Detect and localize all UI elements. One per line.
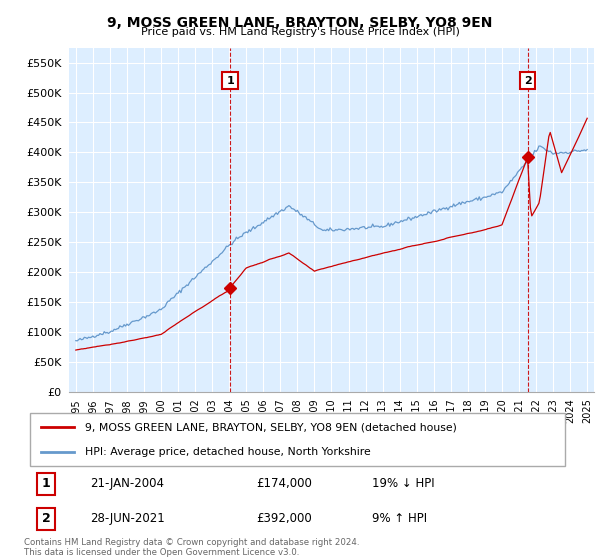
Text: 9, MOSS GREEN LANE, BRAYTON, SELBY, YO8 9EN: 9, MOSS GREEN LANE, BRAYTON, SELBY, YO8 … — [107, 16, 493, 30]
Text: Price paid vs. HM Land Registry's House Price Index (HPI): Price paid vs. HM Land Registry's House … — [140, 27, 460, 37]
Text: 1: 1 — [42, 477, 50, 491]
Text: 1: 1 — [226, 76, 234, 86]
Text: 21-JAN-2004: 21-JAN-2004 — [90, 477, 164, 491]
Text: 9% ↑ HPI: 9% ↑ HPI — [372, 512, 427, 525]
Text: Contains HM Land Registry data © Crown copyright and database right 2024.
This d: Contains HM Land Registry data © Crown c… — [24, 538, 359, 557]
Text: 28-JUN-2021: 28-JUN-2021 — [90, 512, 165, 525]
Text: 9, MOSS GREEN LANE, BRAYTON, SELBY, YO8 9EN (detached house): 9, MOSS GREEN LANE, BRAYTON, SELBY, YO8 … — [85, 422, 457, 432]
Text: £174,000: £174,000 — [256, 477, 312, 491]
Text: HPI: Average price, detached house, North Yorkshire: HPI: Average price, detached house, Nort… — [85, 447, 370, 457]
Text: 19% ↓ HPI: 19% ↓ HPI — [372, 477, 434, 491]
FancyBboxPatch shape — [29, 413, 565, 466]
Text: £392,000: £392,000 — [256, 512, 311, 525]
Text: 2: 2 — [42, 512, 50, 525]
Text: 2: 2 — [524, 76, 532, 86]
